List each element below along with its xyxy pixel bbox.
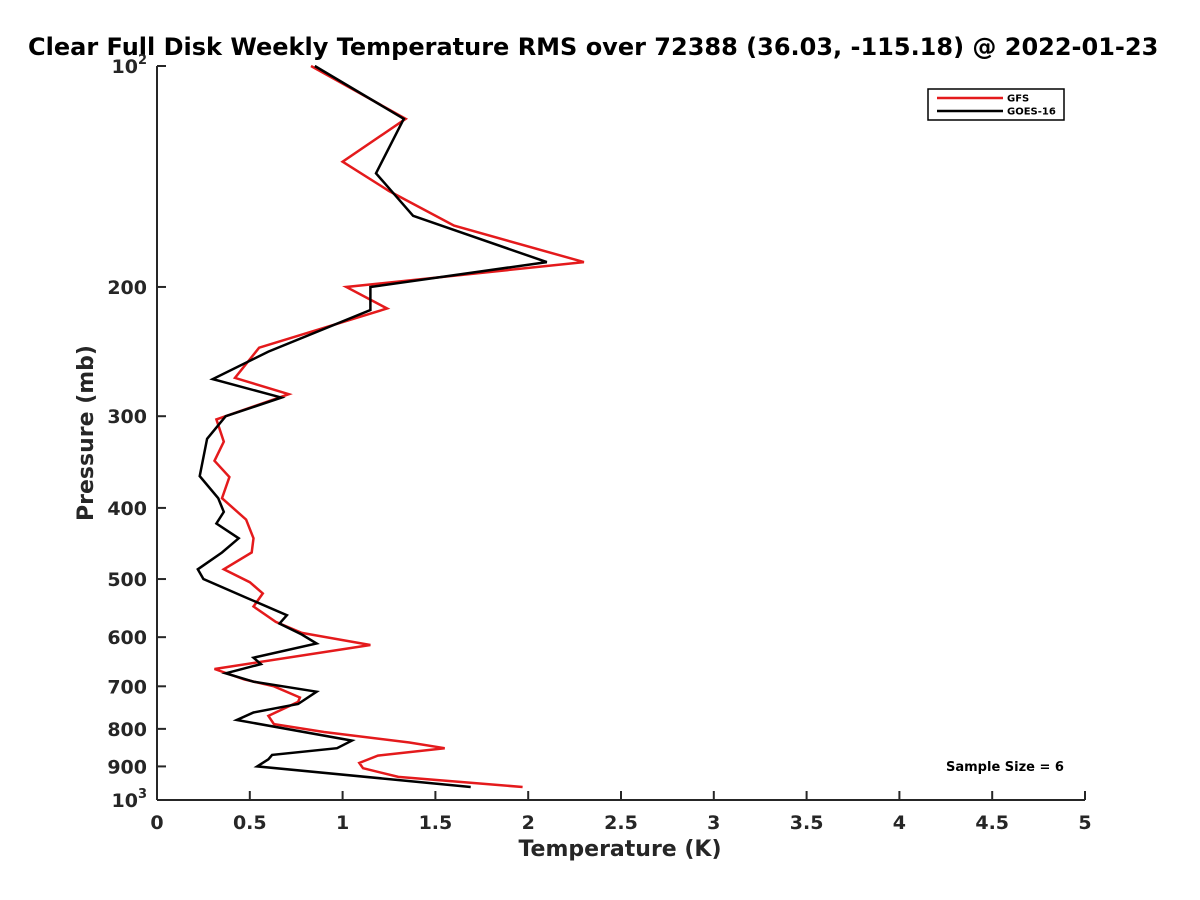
y-tick-label: 400	[107, 498, 147, 520]
x-tick-label: 2.5	[604, 812, 638, 834]
legend-label-goes-16: GOES-16	[1007, 107, 1056, 118]
y-tick-label: 300	[107, 406, 147, 428]
y-tick-label: 600	[107, 627, 147, 649]
x-tick-label: 3.5	[790, 812, 824, 834]
y-tick-label: 200	[107, 277, 147, 299]
x-tick-label: 0.5	[233, 812, 267, 834]
y-axis-label: Pressure (mb)	[74, 345, 99, 521]
x-tick-label: 2	[522, 812, 535, 834]
series-lines	[196, 64, 585, 789]
chart-title: Clear Full Disk Weekly Temperature RMS o…	[28, 33, 1158, 61]
y-tick-label: 500	[107, 569, 147, 591]
legend: GFS GOES-16	[927, 88, 1065, 121]
sample-size-annotation: Sample Size = 6	[946, 760, 1064, 775]
x-tick-label: 4.5	[975, 812, 1009, 834]
series-line-gfs	[213, 64, 585, 789]
x-tick-label: 4	[893, 812, 906, 834]
x-tick-label: 3	[707, 812, 720, 834]
x-axis-label: Temperature (K)	[518, 837, 721, 862]
y-tick-label: 102	[112, 53, 148, 78]
y-tick-label: 103	[112, 787, 148, 812]
x-tick-label: 0	[150, 812, 163, 834]
y-tick-label: 800	[107, 719, 147, 741]
y-axis-ticks: 102 200 300 400 500 600 700 800 900 103	[107, 53, 166, 812]
x-tick-label: 5	[1078, 812, 1091, 834]
legend-label-gfs: GFS	[1007, 94, 1029, 105]
axes	[156, 66, 1085, 801]
x-tick-label: 1	[336, 812, 349, 834]
x-axis-ticks: 0 0.5 1 1.5 2 2.5 3 3.5 4 4.5 5	[150, 791, 1092, 834]
y-tick-label: 700	[107, 676, 147, 698]
legend-box	[927, 88, 1065, 121]
x-tick-label: 1.5	[419, 812, 453, 834]
y-tick-label: 900	[107, 756, 147, 778]
series-line-goes-16	[196, 64, 548, 789]
